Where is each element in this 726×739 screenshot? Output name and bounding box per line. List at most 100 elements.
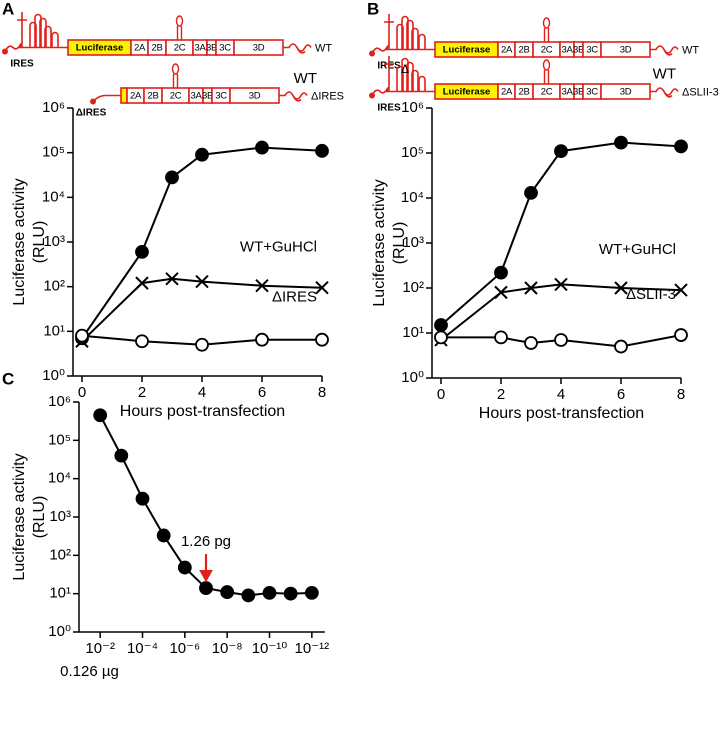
protein-label: 3B	[202, 91, 213, 102]
marker	[195, 147, 209, 162]
ires-stem-loop	[411, 69, 419, 92]
protein-label: 3B	[573, 45, 584, 56]
protein-label: 3A	[561, 45, 573, 56]
construct-name: ΔIRES	[311, 90, 344, 102]
annotation: 0.126 µg	[60, 663, 119, 680]
ires-stem-loop	[396, 23, 404, 50]
protein-label: 3B	[573, 87, 584, 98]
protein-label: 3C	[586, 87, 598, 98]
x-tick-label: 6	[258, 384, 266, 401]
series-line	[441, 334, 682, 348]
y-tick-label: 10²	[49, 546, 71, 563]
protein-label: 3B	[206, 43, 217, 54]
series-line	[440, 141, 682, 326]
protein-label: 3C	[215, 91, 227, 102]
marker	[135, 334, 149, 349]
series-label: WT	[653, 65, 676, 82]
marker	[283, 586, 298, 601]
y-tick-label: 10³	[43, 233, 65, 250]
x-tick-label: 10⁻²	[85, 640, 115, 657]
x-tick-label: 10⁻⁸	[212, 640, 243, 657]
y-tick-label: 10⁴	[48, 470, 71, 487]
marker	[494, 265, 508, 280]
marker	[674, 328, 688, 342]
marker	[220, 585, 235, 599]
protein-label: 2C	[541, 87, 553, 98]
annotation-arrow	[199, 554, 213, 583]
protein-label: 3A	[561, 87, 573, 98]
three-prime-utr	[650, 87, 679, 98]
y-axis-label: Luciferase activity	[371, 179, 388, 306]
y-tick-label: 10⁵	[48, 431, 71, 448]
ires-stem-loop	[406, 61, 414, 92]
reporter-remnant	[120, 87, 128, 104]
y-tick-label: 10¹	[43, 322, 65, 339]
reporter-label: Luciferase	[76, 43, 124, 54]
cre-loop	[171, 63, 180, 75]
cre-stem-loop	[176, 26, 183, 40]
marker	[255, 279, 269, 293]
protein-label: 3A	[190, 91, 202, 102]
protein-label: 2B	[151, 43, 162, 54]
series-label: WT+GuHCl	[240, 239, 317, 256]
y-tick-label: 10¹	[402, 324, 424, 341]
series-line	[440, 283, 682, 341]
marker	[195, 274, 209, 289]
x-tick-label: 10⁻¹²	[295, 640, 330, 657]
x-tick-label: 0	[78, 384, 86, 401]
y-tick-label: 10⁶	[48, 393, 71, 410]
cloverleaf	[384, 14, 394, 50]
ires-stem-loop	[44, 25, 52, 48]
ires-stem-loop	[401, 15, 409, 50]
panel-label: C	[2, 369, 14, 388]
marker	[434, 318, 448, 332]
x-tick-label: 8	[318, 384, 326, 401]
y-tick-label: 10⁵	[42, 144, 65, 161]
ires-stem-loop	[411, 27, 419, 50]
x-tick-label: 2	[497, 386, 505, 403]
marker	[165, 272, 179, 286]
marker	[255, 140, 269, 155]
y-tick-label: 10²	[402, 279, 424, 296]
ires-label: IRES	[377, 103, 401, 114]
reporter-label: Luciferase	[443, 87, 491, 98]
marker	[93, 408, 108, 423]
marker	[304, 585, 319, 600]
cre-loop	[175, 15, 184, 27]
marker	[195, 337, 209, 352]
protein-label: 3D	[249, 91, 261, 102]
y-axis-label: Luciferase activity	[11, 453, 28, 580]
y-tick-label: 10⁴	[401, 189, 424, 206]
protein-label: 3D	[620, 87, 632, 98]
y-tick-label: 10⁰	[48, 623, 71, 640]
cre-stem-loop	[172, 74, 179, 88]
x-tick-label: 6	[617, 386, 625, 403]
y-tick-label: 10⁰	[401, 369, 424, 386]
series-label: WT+GuHCl	[599, 241, 676, 258]
protein-label: 2C	[541, 45, 553, 56]
three-prime-utr	[279, 91, 308, 102]
series-label: ΔSLII-3	[626, 286, 676, 303]
x-tick-label: 2	[138, 384, 146, 401]
marker	[674, 283, 688, 297]
marker	[135, 245, 149, 259]
cre-loop	[542, 59, 551, 71]
ires-stem-loop	[51, 31, 59, 48]
x-tick-label: 10⁻⁴	[127, 640, 158, 657]
y-tick-label: 10³	[402, 234, 424, 251]
cre-stem-loop	[543, 70, 550, 84]
construct-name: ΔSLII-3	[682, 86, 719, 98]
protein-label: 2B	[518, 45, 529, 56]
marker	[524, 185, 538, 200]
marker	[315, 143, 329, 158]
marker	[524, 336, 538, 350]
protein-label: 2B	[147, 91, 158, 102]
protein-label: 2B	[518, 87, 529, 98]
construct-name: WT	[315, 42, 332, 54]
cre-loop	[542, 17, 551, 29]
ires-stem-loop	[401, 57, 409, 92]
protein-label: 3C	[586, 45, 598, 56]
panel-label: A	[2, 0, 14, 18]
marker	[114, 448, 129, 463]
